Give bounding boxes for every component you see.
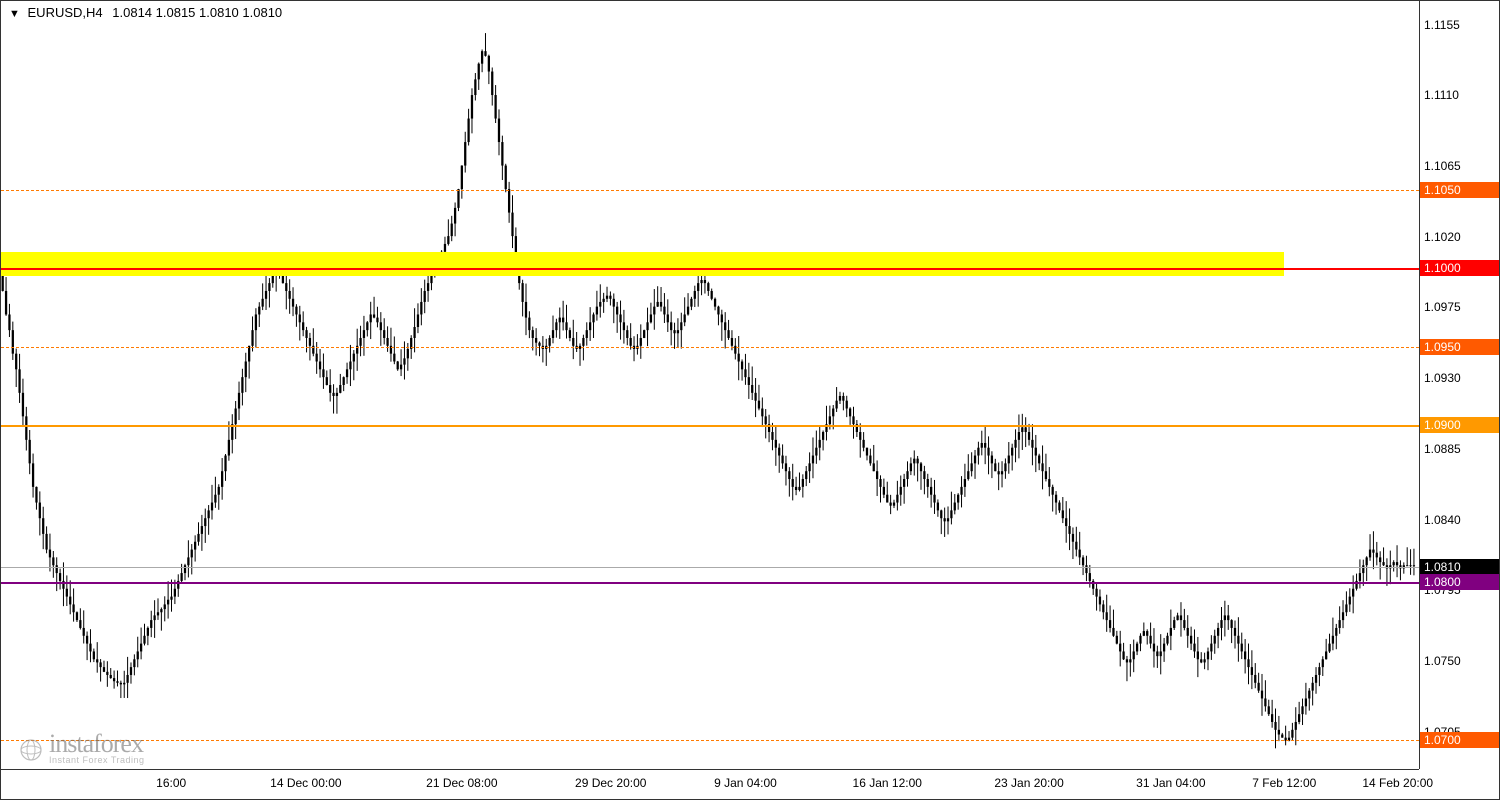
price-label: 1.0700 (1420, 732, 1499, 748)
symbol-label: EURUSD,H4 (28, 5, 103, 20)
level-line (1, 347, 1419, 348)
x-tick: 7 Feb 12:00 (1252, 776, 1316, 790)
x-tick: 16 Jan 12:00 (853, 776, 922, 790)
y-tick: 1.1020 (1424, 230, 1461, 244)
x-tick: 31 Jan 04:00 (1136, 776, 1205, 790)
watermark: instaforex Instant Forex Trading (19, 734, 145, 765)
x-tick: 23 Jan 20:00 (994, 776, 1063, 790)
level-line (1, 740, 1419, 741)
price-plot[interactable] (1, 1, 1419, 769)
y-tick: 1.0885 (1424, 442, 1461, 456)
current-price-line (1, 567, 1419, 568)
price-label: 1.0800 (1420, 574, 1499, 590)
price-label: 1.1000 (1420, 260, 1499, 276)
brand-tagline: Instant Forex Trading (49, 755, 145, 765)
price-label: 1.0900 (1420, 417, 1499, 433)
level-line (1, 582, 1419, 584)
y-tick: 1.0975 (1424, 300, 1461, 314)
price-label: 1.0810 (1420, 559, 1499, 575)
y-tick: 1.1065 (1424, 159, 1461, 173)
level-line (1, 268, 1419, 270)
price-label: 1.1050 (1420, 182, 1499, 198)
dropdown-icon[interactable]: ▼ (9, 8, 20, 20)
y-tick: 1.0750 (1424, 654, 1461, 668)
chart-container: ▼ EURUSD,H4 1.0814 1.0815 1.0810 1.0810 … (0, 0, 1500, 800)
y-tick: 1.1110 (1424, 88, 1459, 102)
x-axis: 16:00 14 Dec 00:00 21 Dec 08:00 29 Dec 20:0… (1, 769, 1419, 799)
x-tick: 14 Dec 00:00 (270, 776, 341, 790)
resistance-zone (1, 252, 1284, 276)
x-tick: 14 Feb 20:00 (1362, 776, 1433, 790)
ohlc-label: 1.0814 1.0815 1.0810 1.0810 (112, 5, 282, 20)
y-tick: 1.0840 (1424, 513, 1461, 527)
x-tick: 16:00 (156, 776, 186, 790)
chart-header: ▼ EURUSD,H4 1.0814 1.0815 1.0810 1.0810 (9, 5, 282, 20)
globe-icon (19, 738, 43, 762)
y-tick: 1.1155 (1424, 18, 1460, 32)
x-tick: 9 Jan 04:00 (714, 776, 777, 790)
level-line (1, 425, 1419, 427)
y-axis: 1.1155 1.1110 1.1065 1.1020 1.0975 1.0930 1.08… (1419, 1, 1499, 769)
y-tick: 1.0930 (1424, 371, 1461, 385)
candlestick-series (1, 1, 1419, 769)
x-tick: 29 Dec 20:00 (575, 776, 646, 790)
price-label: 1.0950 (1420, 339, 1499, 355)
x-tick: 21 Dec 08:00 (426, 776, 497, 790)
brand-name: instaforex (49, 734, 145, 755)
level-line (1, 190, 1419, 191)
